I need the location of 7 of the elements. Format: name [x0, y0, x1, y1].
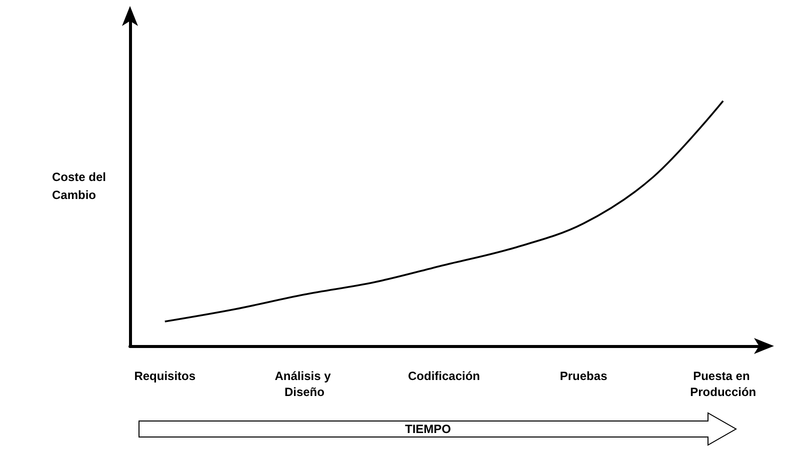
x-axis-title: TIEMPO	[404, 421, 452, 438]
x-tick-label: Puesta en Producción	[690, 369, 756, 399]
x-tick-label: Requisitos	[134, 369, 196, 383]
y-axis-title: Coste del Cambio	[52, 169, 108, 204]
x-tick-label: Codificación	[408, 369, 480, 383]
x-tick-label: Análisis y Diseño	[274, 369, 334, 399]
x-tick-label: Pruebas	[560, 369, 608, 383]
